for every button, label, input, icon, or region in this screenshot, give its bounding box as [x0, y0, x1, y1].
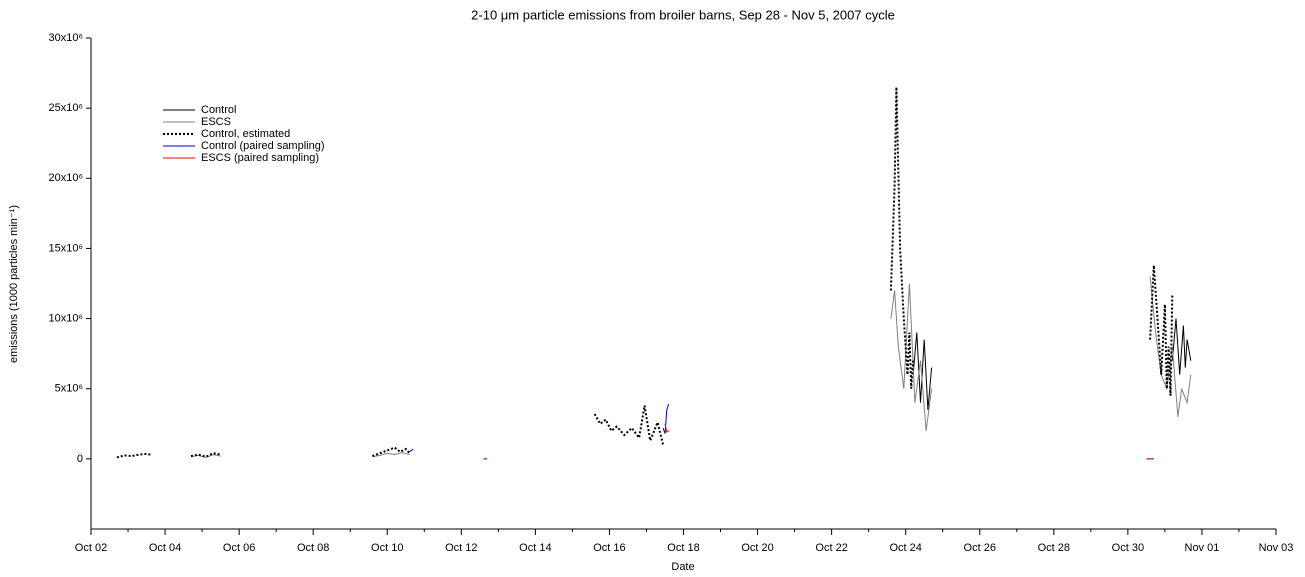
chart-title: 2-10 μm particle emissions from broiler …: [471, 7, 895, 22]
legend-label: Control, estimated: [201, 128, 290, 140]
x-tick-label: Oct 16: [593, 542, 625, 554]
x-tick-label: Oct 06: [223, 542, 255, 554]
y-tick-label: 5x10⁶: [55, 383, 83, 395]
x-tick-label: Nov 01: [1185, 542, 1220, 554]
y-axis-label: emissions (1000 particles min⁻¹): [8, 205, 20, 363]
series-line: [190, 276, 1192, 459]
x-tick-label: Oct 26: [964, 542, 996, 554]
x-tick-label: Oct 02: [75, 542, 107, 554]
x-tick-label: Oct 10: [371, 542, 403, 554]
y-tick-label: 25x10⁶: [49, 102, 84, 114]
x-tick-label: Oct 08: [297, 542, 329, 554]
series-line: [484, 423, 1152, 460]
x-tick-label: Oct 24: [889, 542, 921, 554]
x-tick-label: Nov 03: [1259, 542, 1294, 554]
x-tick-label: Oct 30: [1112, 542, 1144, 554]
x-tick-label: Oct 20: [741, 542, 773, 554]
series-line: [912, 318, 1192, 410]
legend-label: ESCS: [201, 116, 231, 128]
y-tick-label: 15x10⁶: [49, 242, 84, 254]
x-axis-label: Date: [671, 561, 694, 573]
y-tick-label: 10x10⁶: [49, 312, 84, 324]
legend-label: ESCS (paired sampling): [201, 152, 319, 164]
series-line: [409, 403, 1154, 460]
legend-label: Control (paired sampling): [201, 140, 325, 152]
x-tick-label: Oct 04: [149, 542, 181, 554]
y-tick-label: 0: [77, 453, 83, 465]
x-tick-label: Oct 28: [1038, 542, 1070, 554]
x-tick-label: Oct 18: [667, 542, 699, 554]
x-tick-label: Oct 22: [815, 542, 847, 554]
legend-label: Control: [201, 104, 236, 116]
y-tick-label: 30x10⁶: [49, 32, 84, 44]
x-tick-label: Oct 12: [445, 542, 477, 554]
y-tick-label: 20x10⁶: [49, 172, 84, 184]
x-tick-label: Oct 14: [519, 542, 551, 554]
